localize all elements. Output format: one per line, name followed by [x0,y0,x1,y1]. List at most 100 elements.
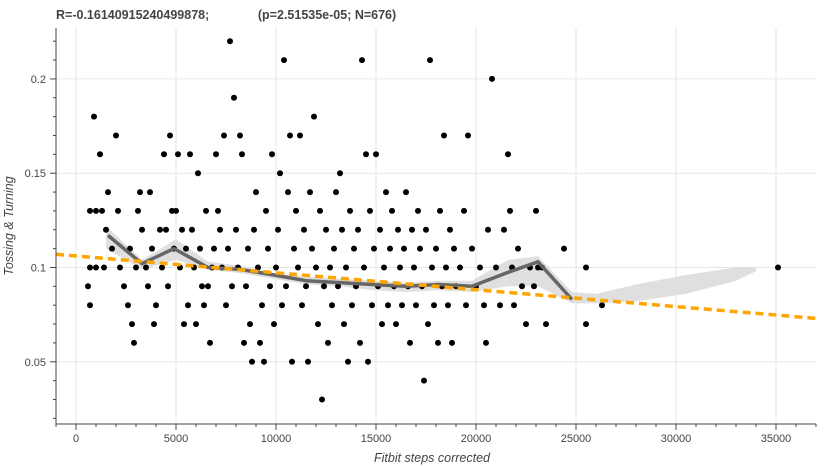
scatter-points [85,38,781,403]
data-point [181,321,187,328]
data-point [399,302,405,309]
data-point [133,264,139,271]
data-point [281,57,287,64]
data-point [315,321,321,328]
data-point [583,321,589,328]
data-point [129,321,135,328]
data-point [229,283,235,290]
data-point [423,226,429,233]
confidence-band [106,226,756,304]
data-point [231,94,237,101]
data-point [245,245,251,252]
data-point [147,189,153,196]
data-point [101,264,107,271]
data-point [167,132,173,139]
data-point [87,302,93,309]
data-point [127,245,133,252]
data-point [435,339,441,346]
data-point [217,226,223,233]
data-point [507,207,513,214]
data-point [223,302,229,309]
data-point [361,264,367,271]
data-point [449,339,455,346]
y-tick-label: 0.1 [31,262,46,274]
data-point [135,207,141,214]
data-point [103,226,109,233]
data-point [215,207,221,214]
data-point [485,226,491,233]
data-point [279,302,285,309]
data-point [447,226,453,233]
data-point [333,189,339,196]
y-tick-label: 0.05 [25,357,46,369]
y-tick-label: 0.2 [31,74,46,86]
data-point [165,283,171,290]
data-point [457,264,463,271]
data-point [483,339,489,346]
data-point [359,57,365,64]
data-point [451,245,457,252]
data-point [199,283,205,290]
data-point [469,245,475,252]
data-point [309,245,315,252]
data-point [173,207,179,214]
data-point [295,264,301,271]
data-point [157,226,163,233]
data-point [465,132,471,139]
data-point [257,339,263,346]
data-point [385,302,391,309]
chart-title: R=-0.16140915240499878; (p=2.51535e-05; … [56,8,396,22]
data-point [153,302,159,309]
data-point [237,132,243,139]
data-point [285,189,291,196]
data-point [247,321,253,328]
data-point [99,207,105,214]
data-point [481,302,487,309]
data-point [445,302,451,309]
data-point [137,189,143,196]
x-tick-label: 20000 [461,433,492,445]
data-point [187,151,193,158]
regression-line [55,252,817,321]
data-point [363,151,369,158]
data-point [297,132,303,139]
data-point [185,302,191,309]
data-point [203,207,209,214]
data-point [335,283,341,290]
data-point [125,302,131,309]
data-point [87,264,93,271]
data-point [477,264,483,271]
data-point [293,207,299,214]
data-point [411,264,417,271]
data-point [213,151,219,158]
data-point [421,377,427,384]
data-point [343,264,349,271]
data-point [113,132,119,139]
data-point [599,302,605,309]
data-point [357,339,363,346]
x-tick-label: 15000 [361,433,392,445]
data-point [331,245,337,252]
data-point [115,207,121,214]
data-point [221,132,227,139]
data-point [183,245,189,252]
data-point [373,151,379,158]
data-point [121,283,127,290]
data-point [489,75,495,82]
data-point [371,245,377,252]
data-point [327,264,333,271]
data-point [255,264,261,271]
data-point [351,245,357,252]
data-point [305,358,311,365]
data-point [87,207,93,214]
data-point [443,264,449,271]
data-point [387,245,393,252]
data-point [317,207,323,214]
data-point [93,264,99,271]
data-point [775,264,781,271]
data-point [259,302,265,309]
data-point [505,151,511,158]
data-point [273,264,279,271]
data-point [409,226,415,233]
data-point [493,264,499,271]
